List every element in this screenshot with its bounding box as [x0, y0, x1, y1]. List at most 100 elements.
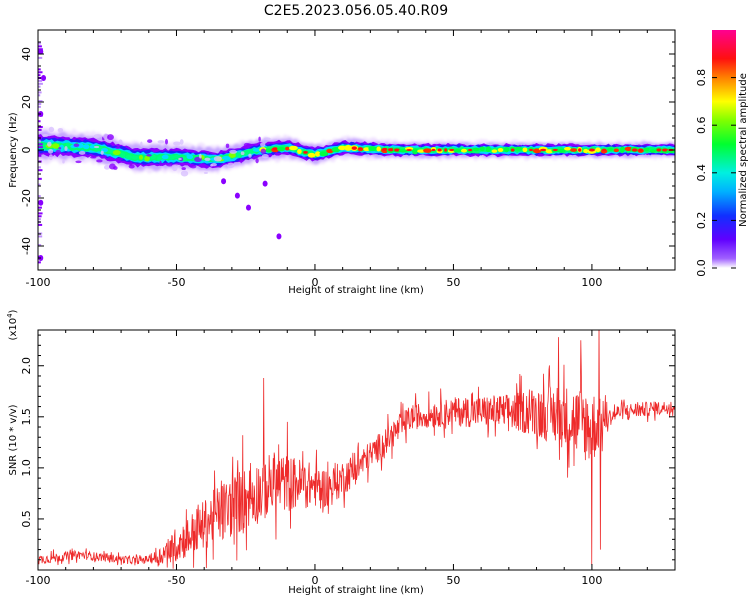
spectrogram-x-tick-label: 0	[311, 276, 318, 289]
spectrogram-panel: -100 -50 0 50 100 -40 -20 0 20 40 Height of strai…	[8, 29, 676, 296]
spectrogram-clutter	[213, 155, 222, 162]
colorbar-ticks: 0.0 0.2 0.4 0.6 0.8	[695, 69, 736, 277]
spectrogram-edge-streak	[38, 105, 41, 108]
spectrogram-peak-blob	[595, 147, 601, 152]
spectrogram-edge-streak	[38, 42, 41, 45]
spectrogram-heatmap	[38, 42, 675, 264]
spectrogram-clutter	[75, 160, 82, 164]
spectrogram-peak-blob	[112, 150, 121, 156]
spectrogram-edge-streak	[38, 166, 41, 169]
spectrogram-edge-streak	[38, 218, 41, 221]
snr-frame	[37, 329, 676, 571]
spectrogram-peak-blob	[277, 147, 286, 152]
spectrogram-outlier	[234, 192, 240, 199]
spectrogram-peak-blob	[491, 149, 498, 153]
spectrogram-peak-core	[406, 148, 412, 152]
spectrogram-x-tick-label: -100	[26, 276, 51, 289]
spectrogram-edge-streak	[38, 94, 41, 97]
spectrogram-edge-streak	[38, 146, 43, 149]
spectrogram-peak-blob	[173, 154, 182, 159]
spectrogram-clutter	[78, 150, 86, 155]
spectrogram-clutter	[107, 134, 114, 141]
spectrogram-clutter	[94, 145, 100, 149]
spectrogram-outlier	[221, 178, 227, 185]
spectrogram-clutter	[100, 150, 104, 155]
spectrogram-peak-blob	[285, 146, 290, 151]
colorbar-label: Normalized spectral amplitude	[738, 73, 749, 227]
spectrogram-edge-streak	[38, 79, 43, 82]
spectrogram-clutter	[173, 141, 181, 146]
spectrogram-peak-blob	[319, 151, 329, 157]
spectrogram-edge-streak	[38, 74, 41, 77]
spectrogram-edge-streak	[38, 85, 41, 88]
spectrogram-clutter	[178, 157, 182, 161]
spectrogram-y-tick-label: 40	[20, 47, 33, 61]
spectrogram-peak-blob	[288, 145, 298, 151]
spectrogram-peak-blob	[649, 149, 656, 153]
spectrogram-peak-blob	[479, 146, 485, 152]
spectrogram-clutter	[73, 143, 80, 147]
snr-x-tick-label: -50	[167, 574, 185, 587]
spectrogram-clutter	[261, 153, 269, 159]
spectrogram-clutter	[206, 150, 210, 155]
spectrogram-peak-blob	[607, 147, 614, 152]
spectrogram-peak-core	[449, 148, 455, 152]
spectrogram-edge-streak	[38, 126, 43, 128]
spectrogram-clutter	[115, 157, 123, 161]
spectrogram-peak-blob	[423, 148, 432, 153]
spectrogram-peak-blob	[522, 147, 528, 153]
spectrogram-edge-streak	[38, 45, 42, 48]
spectrogram-clutter	[179, 139, 184, 145]
spectrogram-edge-streak	[38, 261, 41, 264]
spectrogram-clutter	[166, 162, 174, 167]
spectrogram-clutter	[258, 136, 261, 142]
colorbar-tick-label: 0.4	[695, 164, 708, 182]
spectrogram-peak-blob	[107, 149, 114, 154]
spectrogram-peak-core	[529, 148, 533, 152]
spectrogram-peak-blob	[583, 148, 589, 154]
spectrogram-peak-blob	[514, 146, 524, 151]
spectrogram-peak-core	[638, 148, 643, 152]
spectrogram-peak-core	[358, 147, 363, 150]
spectrogram-peak-blob	[460, 148, 468, 153]
spectrogram-peak-core	[656, 148, 662, 152]
spectrogram-peak-blob	[307, 152, 316, 158]
spectrogram-outlier	[38, 48, 44, 55]
spectrogram-peak-blob	[315, 151, 321, 157]
spectrogram-x-tick-label: 100	[581, 276, 602, 289]
snr-y-tick-label: 1.0	[20, 459, 33, 477]
spectrogram-peak-blob	[138, 154, 144, 160]
spectrogram-clutter	[229, 149, 237, 154]
spectrogram-edge-streak	[38, 128, 42, 131]
spectrogram-clutter	[243, 142, 250, 148]
spectrogram-edge-streak	[38, 235, 43, 238]
spectrogram-clutter	[57, 128, 64, 133]
spectrogram-clutter	[48, 154, 53, 161]
spectrogram-peak-core	[510, 148, 515, 152]
spectrogram-peak-blob	[398, 148, 408, 153]
spectrogram-clutter	[96, 159, 103, 163]
spectrogram-y-axis-label: Frequency (Hz)	[8, 112, 19, 188]
spectrogram-clutter	[67, 137, 71, 141]
spectrogram-peak-core	[272, 147, 278, 151]
spectrogram-edge-streak	[38, 134, 42, 137]
spectrogram-edge-streak	[38, 195, 41, 198]
spectrogram-y-tick-label: 20	[20, 95, 33, 109]
spectrogram-clutter	[140, 141, 143, 147]
spectrogram-edge-streak	[38, 120, 41, 123]
snr-ticks: -100 -50 0 50 100 0.5 1.0 1.5 2.0	[20, 330, 676, 587]
spectrogram-outlier	[38, 199, 44, 206]
spectrogram-clutter	[198, 153, 202, 159]
snr-series-line	[38, 330, 675, 569]
spectrogram-peak-blob	[363, 147, 370, 152]
spectrogram-peak-blob	[368, 146, 377, 152]
spectrogram-peak-core	[382, 147, 388, 151]
spectrogram-peak-blob	[252, 148, 261, 152]
spectrogram-peak-core	[540, 148, 547, 152]
spectrogram-outlier	[276, 233, 282, 240]
spectrogram-edge-streak	[38, 91, 42, 94]
spectrogram-y-tick-label: -20	[20, 189, 33, 207]
snr-x-tick-label: 100	[581, 574, 602, 587]
spectrogram-edge-streak	[38, 169, 43, 172]
spectrogram-edge-streak	[38, 223, 43, 226]
